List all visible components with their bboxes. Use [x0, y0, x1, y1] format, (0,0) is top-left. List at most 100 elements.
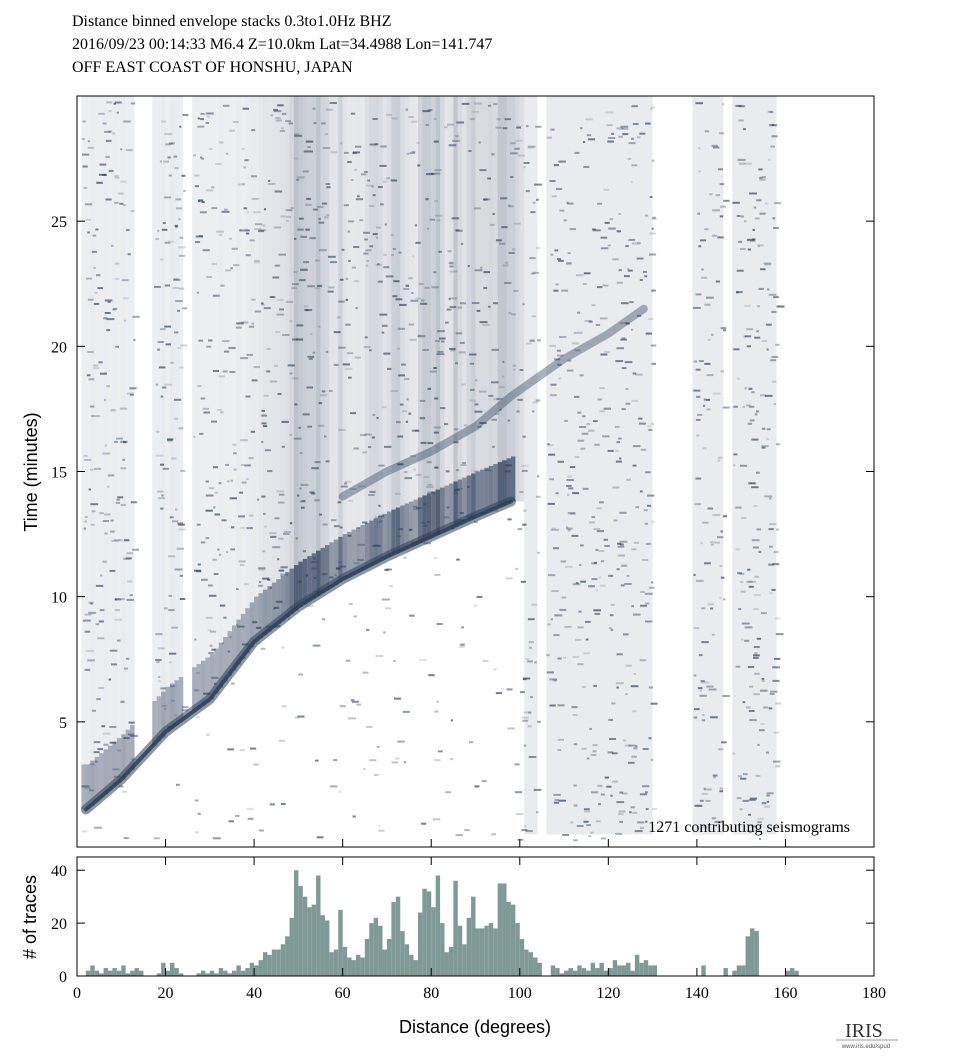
heatmap-speckle	[742, 799, 749, 802]
heatmap-speckle	[363, 346, 371, 348]
heatmap-speckle	[313, 557, 316, 560]
heatmap-speckle	[469, 362, 474, 365]
heatmap-speckle	[637, 314, 642, 317]
heatmap-speckle	[325, 460, 330, 463]
heatmap-speckle	[712, 514, 721, 516]
heatmap-speckle	[222, 340, 230, 343]
histogram-bar	[209, 970, 215, 976]
heatmap-speckle	[238, 560, 246, 563]
histogram-bar	[745, 936, 751, 976]
heatmap-speckle	[610, 603, 615, 606]
heatmap-speckle	[378, 504, 381, 507]
heatmap-speckle	[697, 212, 700, 215]
heatmap-speckle	[325, 183, 331, 185]
heatmap-speckle	[89, 763, 95, 766]
heatmap-speckle	[396, 421, 401, 424]
heatmap-speckle	[765, 323, 772, 326]
heatmap-column	[426, 96, 432, 539]
heatmap-arrival-band	[245, 608, 250, 654]
heatmap-speckle	[510, 142, 516, 145]
heatmap-speckle	[457, 306, 463, 309]
heatmap-column	[130, 96, 135, 770]
heatmap-speckle	[108, 130, 113, 133]
heatmap-speckle	[208, 594, 217, 597]
heatmap-speckle	[757, 817, 764, 820]
heatmap-arrival-band	[103, 749, 108, 795]
heatmap-speckle	[413, 505, 418, 508]
heatmap-speckle	[450, 349, 455, 352]
heatmap-speckle	[104, 444, 107, 447]
histogram-bar	[254, 965, 259, 976]
heatmap-speckle	[573, 784, 577, 787]
heatmap-column	[293, 96, 299, 611]
heatmap-speckle	[431, 286, 439, 289]
heatmap-speckle	[96, 274, 101, 277]
heatmap-speckle	[769, 592, 773, 595]
heatmap-speckle	[268, 183, 276, 185]
heatmap-column	[413, 96, 418, 545]
heatmap-speckle	[305, 140, 314, 143]
heatmap-speckle	[551, 528, 560, 531]
heatmap-speckle	[760, 689, 768, 692]
heatmap-speckle	[401, 363, 406, 366]
heatmap-speckle	[752, 228, 755, 231]
heatmap-speckle	[456, 121, 465, 124]
heatmap-speckle	[775, 702, 782, 705]
heatmap-speckle	[588, 835, 592, 838]
heatmap-speckle	[706, 408, 711, 411]
heatmap-speckle	[329, 389, 333, 392]
heatmap-speckle	[446, 506, 450, 509]
heatmap-speckle	[369, 490, 376, 493]
heatmap-speckle	[588, 585, 595, 588]
heatmap-speckle	[567, 252, 571, 255]
heatmap-column	[240, 96, 246, 659]
heatmap-speckle	[397, 435, 404, 438]
heatmap-speckle	[122, 790, 127, 793]
heatmap-speckle	[157, 341, 164, 343]
heatmap-speckle	[218, 375, 226, 378]
heatmap-speckle	[707, 338, 711, 341]
heatmap-speckle	[649, 196, 653, 198]
heatmap-speckle	[153, 837, 160, 840]
heatmap-speckle	[736, 797, 742, 800]
histogram-bar	[488, 923, 494, 976]
heatmap-column	[519, 96, 525, 502]
heatmap-speckle	[287, 364, 295, 367]
heatmap-column	[249, 96, 255, 648]
heatmap-speckle	[224, 519, 227, 522]
heatmap-arrival-band	[333, 539, 339, 585]
heatmap-speckle	[334, 574, 337, 577]
heatmap-speckle	[261, 441, 264, 443]
heatmap-speckle	[429, 218, 435, 221]
heatmap-speckle	[695, 102, 703, 105]
heatmap-column	[745, 96, 751, 835]
heatmap-column	[475, 96, 480, 517]
heatmap-speckle	[553, 679, 557, 682]
heatmap-speckle	[182, 307, 188, 310]
heatmap-speckle	[720, 530, 723, 533]
heatmap-speckle	[449, 265, 454, 268]
heatmap-speckle	[694, 708, 700, 711]
heatmap-speckle	[474, 269, 483, 272]
heatmap-speckle	[450, 719, 453, 722]
heatmap-speckle	[616, 230, 621, 233]
heatmap-column	[81, 96, 86, 810]
heatmap-speckle	[120, 180, 127, 183]
heatmap-speckle	[704, 303, 711, 306]
heatmap-speckle	[355, 145, 362, 148]
heatmap-speckle	[104, 513, 111, 516]
heatmap-speckle	[237, 625, 245, 628]
heatmap-speckle	[772, 563, 780, 566]
heatmap-speckle	[477, 425, 482, 428]
heatmap-speckle	[447, 250, 452, 253]
heatmap-speckle	[698, 360, 704, 363]
contributing-seismograms-note: 1271 contributing seismograms	[648, 819, 850, 836]
heatmap-speckle	[514, 791, 523, 794]
heatmap-speckle	[461, 383, 466, 386]
heatmap-arrival-band	[214, 648, 219, 694]
heatmap-speckle	[617, 542, 622, 545]
heatmap-speckle	[339, 790, 342, 793]
heatmap-speckle	[321, 202, 328, 205]
heatmap-speckle	[170, 361, 174, 364]
heatmap-speckle	[506, 688, 513, 691]
